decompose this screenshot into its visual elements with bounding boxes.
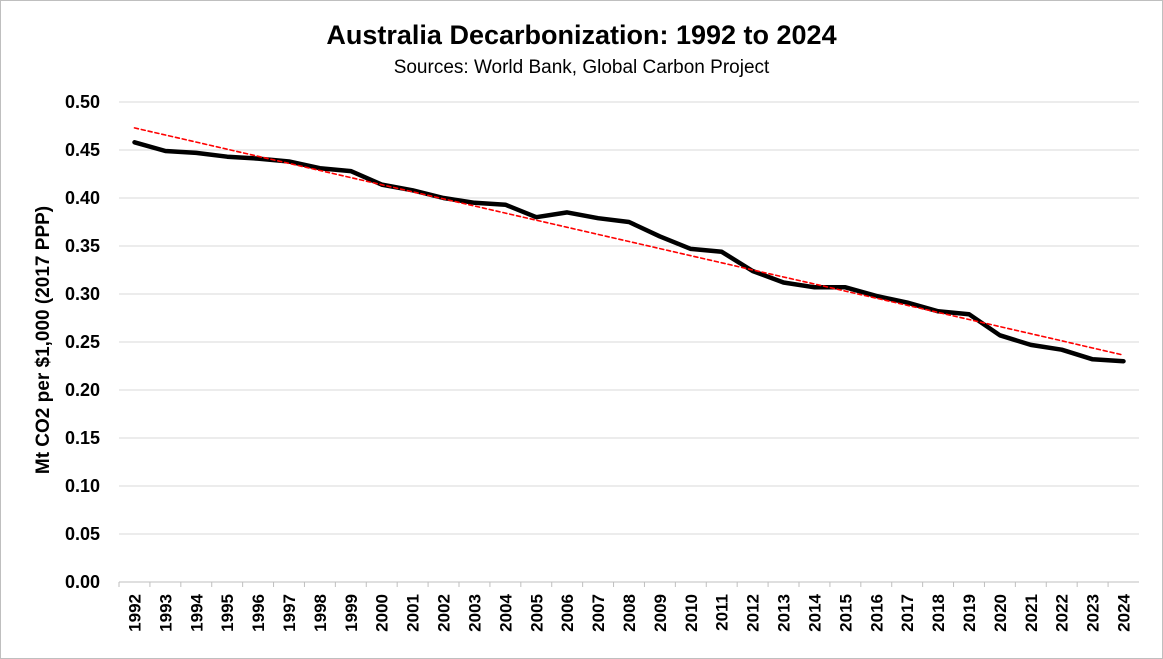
x-tick-label: 1999	[342, 594, 361, 632]
y-tick-label: 0.05	[65, 524, 100, 544]
series-group	[132, 127, 1126, 364]
x-axis-ticks: 1992 1993 1994 1995 1996 1997 1998 1999 2000 2001…	[118, 582, 1134, 632]
trendline-series	[133, 127, 1125, 356]
x-tick-label: 2012	[744, 594, 763, 632]
x-tick-label: 1992	[125, 594, 144, 632]
x-tick-label: 2000	[373, 594, 392, 632]
x-tick-label: 2018	[929, 594, 948, 632]
y-tick-label: 0.25	[65, 332, 100, 352]
y-tick-label: 0.35	[65, 236, 100, 256]
x-tick-label: 2011	[713, 594, 732, 631]
data-series-line	[132, 140, 1126, 364]
x-tick-label: 2008	[620, 594, 639, 632]
y-tick-label: 0.30	[65, 284, 100, 304]
y-tick-label: 0.15	[65, 428, 100, 448]
x-tick-label: 1994	[187, 593, 206, 631]
x-tick-label: 1993	[156, 594, 175, 632]
y-tick-label: 0.50	[65, 92, 100, 112]
x-tick-label: 2024	[1115, 593, 1134, 631]
x-tick-label: 1997	[280, 594, 299, 632]
x-tick-label: 2021	[1022, 594, 1041, 632]
chart-title: Australia Decarbonization: 1992 to 2024	[326, 20, 837, 50]
y-tick-label: 0.20	[65, 380, 100, 400]
x-tick-label: 1995	[218, 594, 237, 632]
x-tick-label: 2023	[1084, 594, 1103, 632]
x-tick-label: 1996	[249, 594, 268, 632]
x-tick-label: 2006	[558, 594, 577, 632]
x-tick-label: 2005	[527, 594, 546, 632]
x-tick-label: 2009	[651, 594, 670, 632]
x-tick-label: 2010	[682, 594, 701, 632]
x-tick-label: 2022	[1053, 594, 1072, 632]
y-tick-label: 0.00	[65, 572, 100, 592]
x-tick-label: 2003	[465, 594, 484, 632]
chart-subtitle: Sources: World Bank, Global Carbon Proje…	[393, 57, 770, 78]
x-tick-label: 1998	[311, 594, 330, 632]
x-tick-label: 2014	[805, 593, 824, 631]
x-tick-label: 2016	[867, 594, 886, 632]
x-tick-label: 2017	[898, 594, 917, 632]
x-tick-label: 2007	[589, 594, 608, 632]
x-tick-label: 2004	[496, 593, 515, 631]
x-tick-label: 2019	[960, 594, 979, 632]
x-tick-label: 2015	[836, 594, 855, 632]
x-tick-label: 2002	[435, 594, 454, 632]
y-axis-ticks: 0.00 0.05 0.10 0.15 0.20 0.25 0.30 0.35 0.40 0.45…	[65, 92, 100, 592]
gridlines	[119, 101, 1139, 583]
y-tick-label: 0.10	[65, 476, 100, 496]
y-tick-label: 0.45	[65, 140, 100, 160]
x-tick-label: 2013	[775, 594, 794, 632]
x-tick-label: 2001	[404, 594, 423, 632]
x-tick-label: 2020	[991, 594, 1010, 632]
y-tick-label: 0.40	[65, 188, 100, 208]
